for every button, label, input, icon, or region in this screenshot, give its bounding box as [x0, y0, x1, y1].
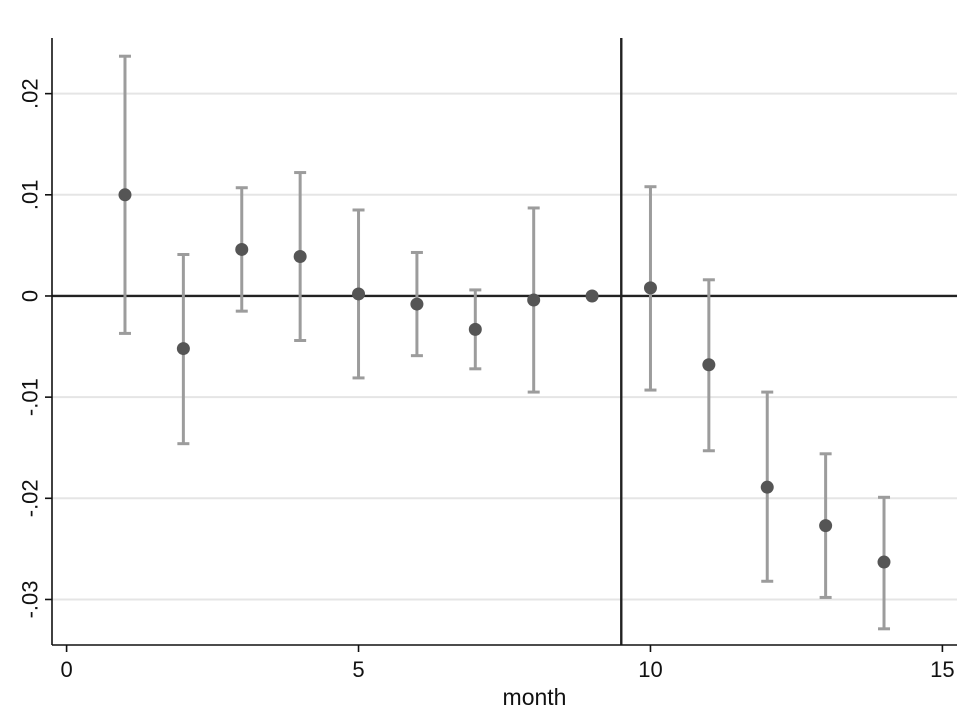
y-tick-label: -.02	[18, 479, 43, 517]
point-estimate	[760, 480, 774, 494]
y-tick-label: -.01	[18, 378, 43, 416]
y-tick-label: 0	[18, 290, 43, 302]
x-axis-title: month	[503, 684, 567, 710]
reference-lines	[52, 38, 957, 645]
point-estimate	[468, 322, 482, 336]
point-estimate	[176, 342, 190, 356]
y-tick-label: -.03	[18, 581, 43, 619]
point-estimate	[585, 289, 599, 303]
x-tick-label: 15	[930, 657, 954, 682]
axes: .02 .01 0 -.01 -.02 -.03 0 5 10 15	[18, 38, 957, 682]
point-estimate	[877, 555, 891, 569]
point-estimate	[702, 358, 716, 372]
point-estimate	[293, 250, 307, 264]
x-tick-label: 0	[60, 657, 72, 682]
point-estimates	[118, 188, 891, 569]
point-estimate	[527, 293, 541, 307]
y-tick-label: .01	[18, 180, 43, 211]
x-tick-label: 5	[352, 657, 364, 682]
point-estimate	[643, 281, 657, 295]
confidence-intervals	[118, 54, 891, 631]
point-estimate	[118, 188, 132, 202]
point-estimate	[235, 242, 249, 256]
x-tick-label: 10	[638, 657, 662, 682]
point-estimate	[410, 297, 424, 311]
point-estimate	[352, 287, 366, 301]
y-tick-label: .02	[18, 78, 43, 109]
point-estimate	[819, 519, 833, 533]
